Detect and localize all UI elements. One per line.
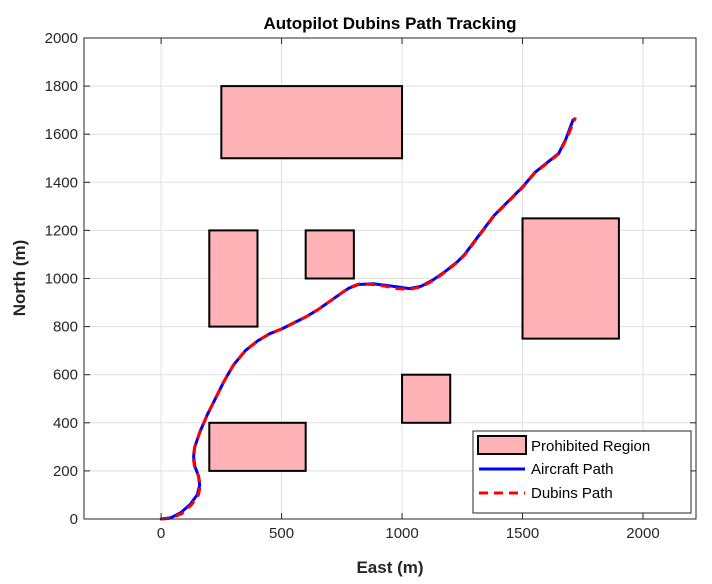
prohibited-region-6 xyxy=(208,421,307,472)
prohibited-region-3 xyxy=(304,229,355,280)
x-tick-label: 0 xyxy=(157,525,165,542)
x-tick-label: 2000 xyxy=(626,525,659,542)
dubins-path-line xyxy=(160,116,577,521)
legend-label-aircraft: Aircraft Path xyxy=(531,461,614,478)
series-lines xyxy=(159,116,577,521)
prohibited-regions xyxy=(208,85,620,472)
prohibited-region-4 xyxy=(521,217,620,340)
legend: Prohibited Region Aircraft Path Dubins P… xyxy=(472,430,692,514)
y-tick-label: 1400 xyxy=(45,174,78,191)
axis-ticks xyxy=(84,37,696,520)
y-tick-label: 400 xyxy=(53,415,78,432)
prohibited-region-1 xyxy=(220,85,404,160)
legend-label-region: Prohibited Region xyxy=(531,438,650,455)
y-tick-label: 1000 xyxy=(45,271,78,288)
x-tick-label: 500 xyxy=(269,525,294,542)
y-tick-label: 1800 xyxy=(45,78,78,95)
prohibited-region-2 xyxy=(208,229,259,328)
legend-swatch-region xyxy=(477,435,527,455)
y-tick-label: 0 xyxy=(70,511,78,528)
y-tick-label: 600 xyxy=(53,367,78,384)
y-tick-label: 2000 xyxy=(45,30,78,47)
x-axis-label: East (m) xyxy=(356,558,423,577)
y-tick-label: 1600 xyxy=(45,126,78,143)
y-tick-label: 800 xyxy=(53,319,78,336)
prohibited-region-5 xyxy=(401,373,452,424)
x-tick-label: 1500 xyxy=(506,525,539,542)
y-axis-label: North (m) xyxy=(10,240,29,316)
y-tick-label: 1200 xyxy=(45,222,78,239)
x-tick-label: 1000 xyxy=(385,525,418,542)
y-tick-label: 200 xyxy=(53,463,78,480)
tick-labels: 0 500 1000 1500 2000 0 200 400 600 800 1000 1200 140… xyxy=(45,30,660,542)
legend-label-dubins: Dubins Path xyxy=(531,485,613,502)
chart-title: Autopilot Dubins Path Tracking xyxy=(263,14,516,33)
